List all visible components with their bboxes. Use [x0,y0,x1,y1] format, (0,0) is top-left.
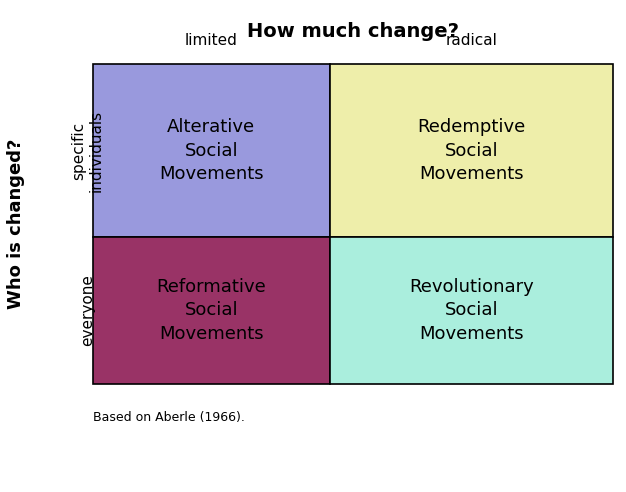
Text: How much change?: How much change? [247,22,459,41]
Text: specific
individuals: specific individuals [71,110,104,191]
Text: Based on Aberle (1966).: Based on Aberle (1966). [93,411,245,424]
Text: Alterative
Social
Movements: Alterative Social Movements [159,118,264,183]
Bar [330,64,613,237]
Text: Revolutionary
Social
Movements: Revolutionary Social Movements [409,278,534,343]
Bar [93,64,330,237]
Text: Redemptive
Social
Movements: Redemptive Social Movements [418,118,526,183]
Bar [330,237,613,384]
Text: Who is changed?: Who is changed? [8,139,25,309]
Text: limited: limited [185,33,238,48]
Text: Reformative
Social
Movements: Reformative Social Movements [156,278,266,343]
Text: everyone: everyone [80,275,95,346]
Bar [93,237,330,384]
Text: radical: radical [446,33,498,48]
